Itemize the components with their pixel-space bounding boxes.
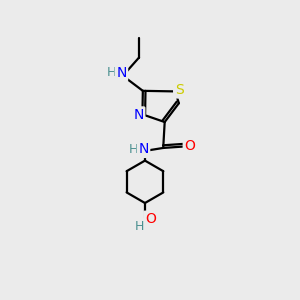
Text: S: S — [175, 83, 183, 97]
Text: O: O — [184, 139, 195, 153]
Text: N: N — [138, 142, 149, 156]
Text: H: H — [107, 66, 116, 79]
Text: N: N — [116, 66, 127, 80]
Text: O: O — [145, 212, 156, 226]
Text: H: H — [134, 220, 144, 233]
Text: H: H — [129, 143, 139, 156]
Text: N: N — [134, 108, 144, 122]
